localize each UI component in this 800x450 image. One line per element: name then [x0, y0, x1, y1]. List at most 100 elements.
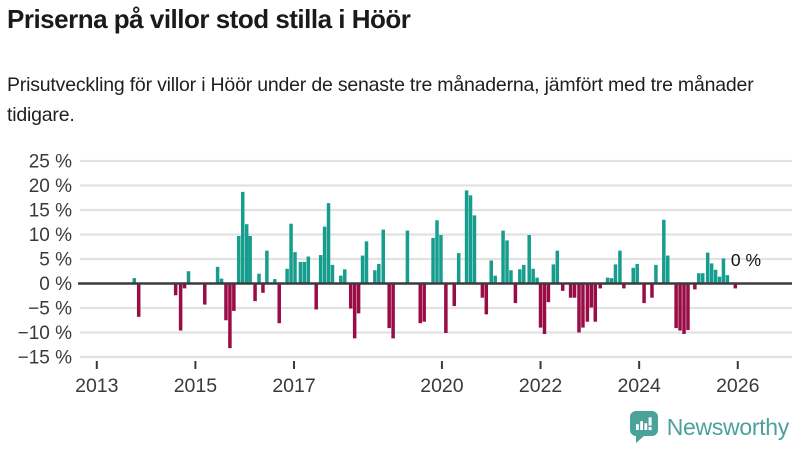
bar — [219, 278, 224, 284]
bar — [546, 283, 551, 303]
bar — [642, 283, 646, 304]
bar — [666, 255, 670, 284]
bar — [444, 283, 448, 333]
bar — [186, 271, 191, 284]
bar — [253, 283, 257, 302]
bar — [422, 283, 426, 322]
bar — [237, 235, 241, 284]
bar — [555, 250, 560, 284]
bar — [381, 229, 386, 284]
bar — [298, 261, 303, 284]
bar — [505, 240, 509, 284]
bar — [713, 269, 718, 284]
y-tick-label: 0 % — [39, 274, 72, 295]
x-tick-label: 2020 — [420, 375, 464, 397]
bar — [377, 263, 381, 284]
x-tick-label: 2022 — [519, 375, 562, 397]
bar — [721, 258, 726, 284]
bar — [480, 283, 485, 298]
bar — [468, 195, 473, 284]
bar — [527, 234, 531, 284]
x-tick-label: 2017 — [272, 375, 315, 397]
bar — [387, 283, 391, 329]
bar — [650, 283, 654, 298]
bar — [585, 283, 590, 322]
bar — [293, 252, 297, 284]
bar — [240, 191, 245, 284]
y-tick-label: 20 % — [29, 176, 72, 197]
bar — [733, 283, 738, 289]
bar — [593, 283, 598, 322]
bar — [343, 269, 347, 284]
bar — [484, 283, 489, 315]
bar — [618, 250, 622, 284]
bar — [364, 241, 369, 284]
bar — [136, 283, 141, 317]
bar — [589, 283, 594, 308]
bar — [622, 283, 626, 289]
bar — [224, 283, 228, 321]
bar — [654, 264, 658, 284]
bar — [577, 283, 581, 333]
annotation-latest-value: 0 % — [731, 250, 761, 270]
bar — [518, 269, 522, 284]
y-tick-label: 5 % — [39, 250, 72, 271]
bar — [509, 270, 513, 284]
bar — [418, 283, 422, 324]
bar — [717, 276, 722, 284]
bar — [178, 283, 183, 331]
bar — [352, 283, 357, 339]
bar — [581, 283, 585, 328]
bar — [289, 223, 293, 284]
bar — [693, 283, 697, 290]
bar — [464, 190, 469, 284]
bar — [244, 224, 249, 284]
bar — [318, 255, 323, 284]
bar — [531, 268, 535, 284]
bar — [705, 252, 710, 284]
bar — [360, 255, 365, 284]
x-tick-label: 2013 — [75, 375, 118, 397]
bar — [725, 275, 730, 284]
bar — [631, 267, 635, 284]
bar — [330, 264, 335, 284]
bar — [302, 261, 307, 284]
bar — [635, 263, 639, 284]
y-tick-label: −10 % — [18, 323, 73, 344]
bar — [232, 283, 236, 311]
y-tick-label: −15 % — [18, 348, 73, 369]
bar — [261, 283, 265, 293]
bar — [391, 283, 395, 339]
x-tick-label: 2026 — [716, 375, 759, 397]
bar — [701, 273, 705, 284]
bar — [598, 283, 602, 289]
bar — [493, 275, 497, 284]
bar — [456, 253, 461, 284]
bar — [572, 283, 577, 298]
bar — [472, 215, 477, 284]
bar — [285, 268, 289, 284]
bar — [609, 278, 614, 284]
bar — [686, 283, 690, 331]
bar — [431, 237, 435, 284]
bar — [568, 283, 573, 298]
brand-footer: Newsworthy — [629, 411, 790, 443]
bar — [709, 263, 714, 284]
bar — [551, 264, 556, 284]
bar — [674, 283, 678, 329]
bar — [356, 283, 361, 314]
bar — [522, 264, 526, 284]
bar — [215, 266, 220, 284]
bar — [306, 256, 311, 284]
y-tick-label: −5 % — [28, 299, 72, 320]
bar — [203, 283, 207, 305]
bar — [538, 283, 543, 328]
bar — [613, 264, 618, 284]
bar — [489, 260, 493, 284]
brand-name: Newsworthy — [666, 413, 790, 440]
y-tick-label: 10 % — [29, 225, 72, 246]
chart-subtitle: Prisutveckling för villor i Höör under d… — [7, 74, 754, 127]
bar — [228, 283, 232, 349]
bar — [314, 283, 318, 310]
